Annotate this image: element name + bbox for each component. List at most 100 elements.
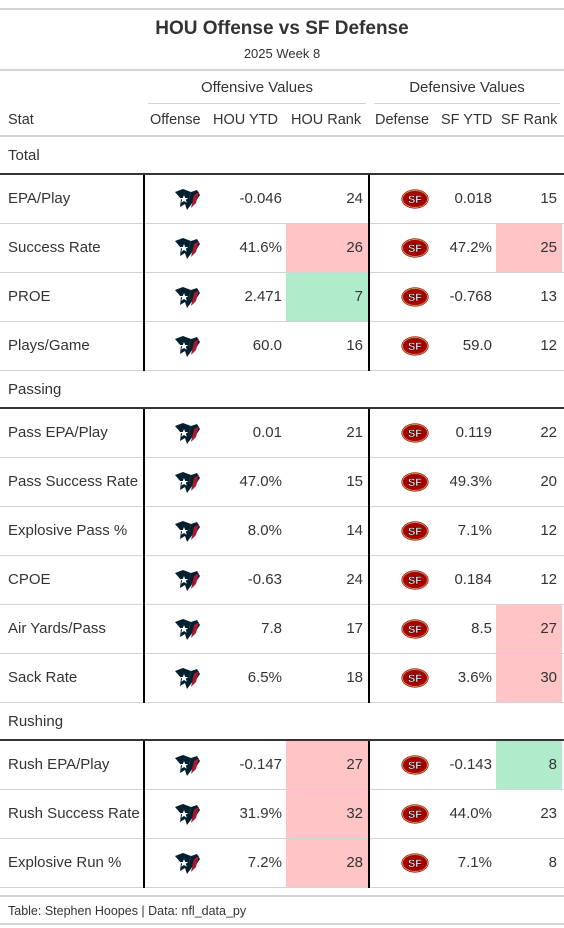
- table-row: Rush Success Rate 31.9% 32 44.0% 23: [0, 790, 564, 839]
- table-row: Pass EPA/Play 0.01 21 0.119 22: [0, 409, 564, 458]
- texans-logo-icon: [175, 853, 200, 874]
- stat-label: Success Rate: [8, 239, 101, 256]
- table-row: Plays/Game 60.0 16 59.0 12: [0, 322, 564, 371]
- sf-ytd-value: 44.0%: [449, 805, 492, 822]
- column-divider: [143, 322, 145, 371]
- texans-logo-icon: [175, 570, 200, 591]
- column-divider: [368, 741, 370, 790]
- 49ers-logo-icon: [400, 803, 430, 825]
- hou-rank-value: 24: [346, 571, 363, 588]
- sf-rank-value: 12: [540, 522, 557, 539]
- spanner-row: Offensive Values Defensive Values: [0, 69, 564, 105]
- column-divider: [368, 790, 370, 839]
- 49ers-logo-icon: [400, 188, 430, 210]
- sf-rank-value: 13: [540, 288, 557, 305]
- column-divider: [368, 839, 370, 888]
- col-header-offense: Offense: [150, 112, 201, 128]
- 49ers-logo-icon: [400, 569, 430, 591]
- hou-rank-value: 15: [346, 473, 363, 490]
- sf-ytd-value: 47.2%: [449, 239, 492, 256]
- sf-rank-value: 8: [548, 854, 557, 871]
- col-header-hou-ytd: HOU YTD: [213, 112, 278, 128]
- column-divider: [143, 175, 145, 224]
- table-title: HOU Offense vs SF Defense: [155, 18, 409, 39]
- sf-ytd-value: 0.119: [455, 424, 492, 441]
- texans-logo-icon: [175, 521, 200, 542]
- stat-label: Explosive Run %: [8, 854, 122, 871]
- sf-rank-value: 15: [540, 190, 557, 207]
- hou-rank-value: 7: [286, 273, 368, 321]
- texans-logo-icon: [175, 423, 200, 444]
- texans-logo-icon: [175, 472, 200, 493]
- sf-ytd-value: 0.018: [454, 190, 492, 207]
- stat-label: Air Yards/Pass: [8, 620, 106, 637]
- hou-rank-value: 24: [346, 190, 363, 207]
- 49ers-logo-icon: [400, 335, 430, 357]
- hou-ytd-value: -0.63: [247, 571, 282, 588]
- hou-rank-value: 18: [346, 669, 363, 686]
- sf-rank-value: 30: [496, 654, 562, 702]
- sf-ytd-value: -0.143: [449, 756, 492, 773]
- sf-ytd-value: 7.1%: [457, 522, 492, 539]
- table-title-block: HOU Offense vs SF Defense 2025 Week 8: [0, 8, 564, 62]
- 49ers-logo-icon: [400, 286, 430, 308]
- hou-rank-value: 14: [346, 522, 363, 539]
- sf-ytd-value: 7.1%: [457, 854, 492, 871]
- stat-label: Pass EPA/Play: [8, 424, 108, 441]
- stat-label: EPA/Play: [8, 190, 71, 207]
- column-divider: [143, 556, 145, 605]
- texans-logo-icon: [175, 668, 200, 689]
- column-divider: [368, 224, 370, 273]
- stat-label: Plays/Game: [8, 337, 90, 354]
- group-label: Total: [8, 147, 40, 164]
- defensive-values-spanner: Defensive Values: [374, 71, 560, 105]
- sf-ytd-value: 8.5: [471, 620, 492, 637]
- stat-label: Sack Rate: [8, 669, 78, 686]
- col-header-hou-rank: HOU Rank: [291, 112, 362, 128]
- column-divider: [368, 507, 370, 556]
- 49ers-logo-icon: [400, 520, 430, 542]
- hou-rank-value: 27: [286, 741, 368, 789]
- column-divider: [143, 507, 145, 556]
- hou-ytd-value: 2.471: [244, 288, 282, 305]
- stat-label: Explosive Pass %: [8, 522, 128, 539]
- table-row: Success Rate 41.6% 26 47.2% 25: [0, 224, 564, 273]
- table-row: EPA/Play -0.046 24 0.018 15: [0, 175, 564, 224]
- table-row: Air Yards/Pass 7.8 17 8.5 27: [0, 605, 564, 654]
- stat-label: Rush Success Rate: [8, 805, 140, 822]
- table-row: Pass Success Rate 47.0% 15 49.3% 20: [0, 458, 564, 507]
- hou-ytd-value: 0.01: [252, 424, 282, 441]
- sf-rank-value: 12: [540, 337, 557, 354]
- table-subtitle: 2025 Week 8: [243, 46, 321, 61]
- source-note: Table: Stephen Hoopes | Data: nfl_data_p…: [8, 904, 247, 918]
- column-divider: [143, 605, 145, 654]
- column-divider: [368, 273, 370, 322]
- sf-rank-value: 27: [496, 605, 562, 653]
- texans-logo-icon: [175, 804, 200, 825]
- texans-logo-icon: [175, 189, 200, 210]
- hou-ytd-value: 8.0%: [247, 522, 282, 539]
- sf-rank-value: 8: [496, 741, 562, 789]
- table-row: Rush EPA/Play -0.147 27 -0.143 8: [0, 741, 564, 790]
- sf-rank-value: 23: [540, 805, 557, 822]
- sf-ytd-value: 3.6%: [457, 669, 492, 686]
- texans-logo-icon: [175, 238, 200, 259]
- 49ers-logo-icon: [400, 237, 430, 259]
- 49ers-logo-icon: [400, 422, 430, 444]
- table-row: Explosive Pass % 8.0% 14 7.1% 12: [0, 507, 564, 556]
- sf-ytd-value: -0.768: [449, 288, 492, 305]
- sf-rank-value: 22: [540, 424, 557, 441]
- col-header-defense: Defense: [375, 112, 430, 128]
- stat-label: Pass Success Rate: [8, 473, 139, 490]
- sf-ytd-value: 0.184: [454, 571, 492, 588]
- table-row: PROE 2.471 7 -0.768 13: [0, 273, 564, 322]
- column-divider: [368, 175, 370, 224]
- table-row: Sack Rate 6.5% 18 3.6% 30: [0, 654, 564, 703]
- stat-label: PROE: [8, 288, 51, 305]
- hou-ytd-value: 7.2%: [247, 854, 282, 871]
- col-header-sf-ytd: SF YTD: [441, 112, 493, 128]
- hou-ytd-value: 41.6%: [239, 239, 282, 256]
- hou-ytd-value: 47.0%: [239, 473, 282, 490]
- hou-ytd-value: 6.5%: [247, 669, 282, 686]
- column-divider: [143, 409, 145, 458]
